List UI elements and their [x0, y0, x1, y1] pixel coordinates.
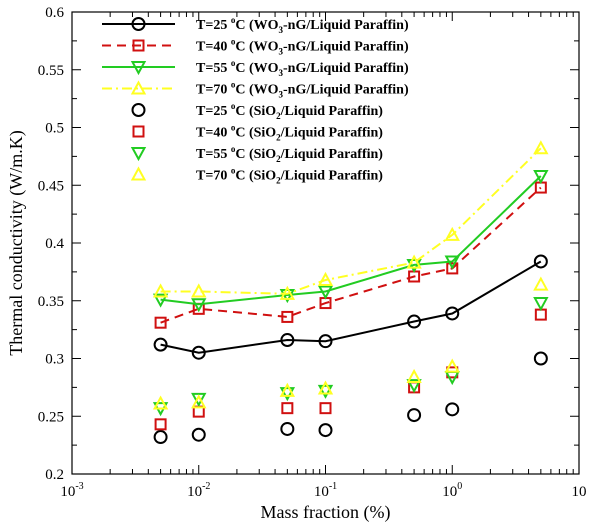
y-tick-label: 0.55 — [38, 63, 64, 79]
data-point — [318, 423, 333, 438]
legend-item: T=25 oC (WO3-nG/Liquid Paraffin) — [102, 15, 409, 35]
data-point — [533, 297, 549, 312]
legend-marker-swatch — [130, 147, 147, 162]
data-point — [152, 293, 169, 308]
data-point — [191, 345, 206, 360]
data-point — [154, 316, 167, 329]
data-point — [279, 288, 296, 304]
data-point — [191, 298, 207, 313]
x-axis-title: Mass fraction (%) — [261, 502, 391, 523]
data-point — [153, 430, 168, 445]
y-axis-title: Thermal conductivity (W/m.K) — [6, 130, 27, 355]
series-8 — [152, 276, 549, 410]
legend-item: T=55 oC (WO3-nG/Liquid Paraffin) — [102, 58, 409, 78]
legend-label: T=70 oC (WO3-nG/Liquid Paraffin) — [196, 80, 409, 100]
legend-marker-swatch — [132, 39, 145, 52]
series-4-line — [160, 147, 542, 295]
data-point — [279, 285, 296, 300]
data-point — [444, 255, 460, 270]
data-point — [279, 387, 296, 402]
y-tick-label: 0.35 — [38, 294, 64, 310]
data-point — [280, 421, 295, 436]
y-tick-label: 0.3 — [45, 352, 64, 368]
legend-marker-swatch — [130, 61, 147, 76]
data-point — [406, 258, 422, 274]
legend-marker-swatch — [131, 17, 146, 31]
legend: T=25 oC (WO3-nG/Liquid Paraffin)T=40 oC … — [102, 15, 409, 186]
y-tick-label: 0.4 — [45, 236, 64, 252]
data-point — [533, 276, 549, 291]
data-point — [191, 392, 207, 408]
legend-label: T=70 oC (SiO2/Liquid Paraffin) — [196, 166, 383, 186]
legend-label: T=40 oC (WO3-nG/Liquid Paraffin) — [196, 37, 409, 57]
data-point — [533, 351, 548, 366]
series-4 — [152, 140, 549, 300]
data-point — [317, 384, 334, 399]
y-tick-label: 0.2 — [45, 467, 64, 483]
data-point — [191, 283, 207, 298]
data-point — [152, 395, 169, 410]
data-point — [318, 334, 333, 349]
data-point — [446, 262, 459, 275]
data-point — [533, 140, 549, 155]
legend-label: T=25 oC (SiO2/Liquid Paraffin) — [196, 101, 383, 121]
legend-marker-swatch — [131, 103, 146, 117]
data-point — [406, 254, 422, 269]
data-point — [445, 402, 460, 417]
data-point — [444, 358, 460, 373]
data-point — [407, 408, 422, 423]
data-point — [317, 380, 334, 395]
series-layer — [152, 140, 549, 445]
x-tick-label: 10 — [572, 484, 587, 500]
data-point — [191, 427, 206, 442]
data-point — [191, 394, 207, 409]
y-tick-label: 0.6 — [45, 5, 64, 21]
data-point — [445, 306, 460, 321]
data-point — [317, 285, 334, 300]
legend-item: T=40 oC (SiO2/Liquid Paraffin) — [132, 123, 383, 143]
data-point — [280, 333, 295, 348]
legend-marker-swatch — [132, 125, 145, 138]
legend-item: T=70 oC (SiO2/Liquid Paraffin) — [130, 166, 383, 186]
data-point — [533, 170, 549, 185]
data-point — [406, 368, 422, 383]
data-point — [406, 379, 422, 394]
legend-item: T=55 oC (SiO2/Liquid Paraffin) — [130, 144, 383, 164]
data-point — [319, 402, 332, 415]
legend-item: T=40 oC (WO3-nG/Liquid Paraffin) — [102, 37, 409, 57]
data-point — [152, 283, 169, 298]
legend-label: T=25 oC (WO3-nG/Liquid Paraffin) — [196, 15, 409, 35]
data-point — [407, 314, 422, 329]
data-point — [317, 271, 334, 286]
legend-item: T=25 oC (SiO2/Liquid Paraffin) — [131, 101, 383, 121]
y-tick-label: 0.25 — [38, 409, 64, 425]
series-1-line — [160, 260, 542, 354]
data-point — [153, 337, 168, 352]
legend-label: T=40 oC (SiO2/Liquid Paraffin) — [196, 123, 383, 143]
data-point — [444, 226, 460, 241]
legend-marker-swatch — [130, 166, 147, 181]
data-point — [279, 382, 296, 397]
series-5 — [153, 351, 548, 445]
legend-label: T=55 oC (SiO2/Liquid Paraffin) — [196, 144, 383, 164]
legend-marker-swatch — [130, 80, 147, 95]
series-3-line — [160, 175, 542, 306]
y-tick-label: 0.5 — [45, 121, 64, 137]
data-point — [154, 418, 167, 431]
data-point — [281, 402, 294, 415]
y-tick-label: 0.45 — [38, 178, 64, 194]
legend-label: T=55 oC (WO3-nG/Liquid Paraffin) — [196, 58, 409, 78]
data-point — [533, 254, 548, 269]
legend-item: T=70 oC (WO3-nG/Liquid Paraffin) — [102, 80, 409, 100]
series-3 — [152, 170, 549, 313]
data-point — [281, 310, 294, 323]
series-1 — [153, 254, 548, 360]
